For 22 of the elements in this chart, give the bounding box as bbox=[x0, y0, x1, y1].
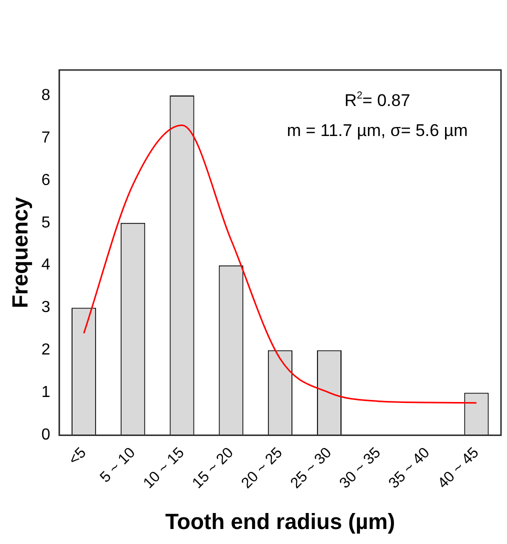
x-tick-label: 40 ~ 45 bbox=[434, 444, 482, 492]
y-tick-label: 5 bbox=[41, 214, 50, 232]
y-tick-label: 3 bbox=[41, 299, 50, 316]
x-tick-label: <5 bbox=[65, 444, 90, 468]
y-tick-label: 7 bbox=[41, 129, 50, 146]
x-tick-label: 30 ~ 35 bbox=[336, 444, 384, 492]
x-tick-label: 25 ~ 30 bbox=[287, 444, 335, 492]
x-tick-label: 5 ~ 10 bbox=[96, 444, 139, 486]
y-tick-label: 6 bbox=[41, 172, 50, 189]
y-tick-label: 8 bbox=[41, 86, 50, 104]
y-axis-title: Frequency bbox=[7, 196, 32, 308]
x-tick-label: 10 ~ 15 bbox=[140, 444, 188, 492]
line-series bbox=[83, 124, 478, 404]
y-tick-label: 0 bbox=[41, 426, 50, 444]
y-tick-label: 4 bbox=[41, 256, 50, 274]
y-tick-label: 1 bbox=[41, 384, 50, 402]
annotation: m = 11.7 µm, σ= 5.6 µm bbox=[286, 121, 468, 140]
y-tick-label: 2 bbox=[41, 342, 50, 359]
x-tick-label: 20 ~ 25 bbox=[238, 444, 286, 492]
x-tick-label: 35 ~ 40 bbox=[385, 444, 434, 492]
x-axis-title: Tooth end radius (µm) bbox=[165, 508, 396, 534]
x-tick-label: 15 ~ 20 bbox=[189, 444, 237, 492]
